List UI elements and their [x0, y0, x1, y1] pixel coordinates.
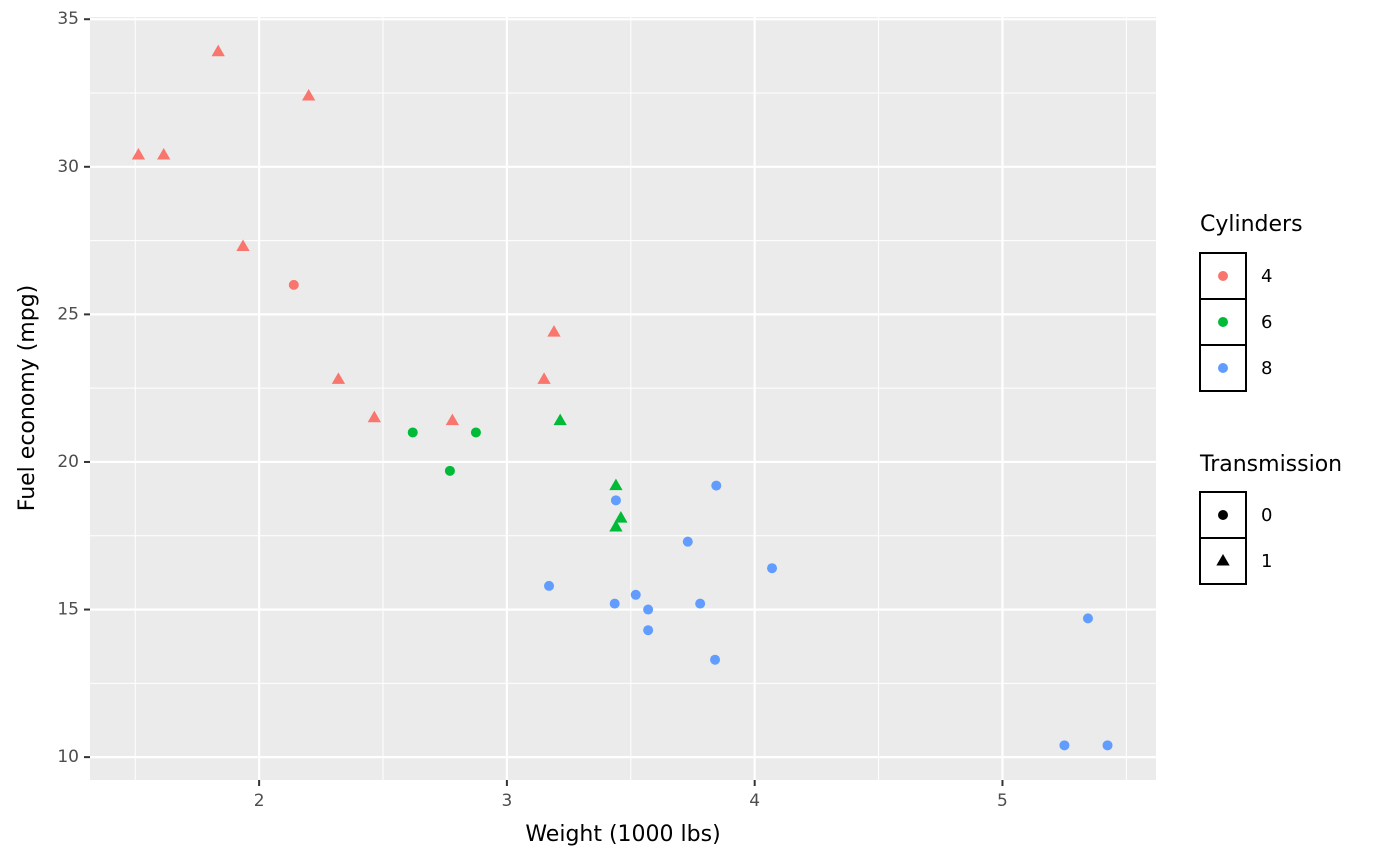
- legend-label: 1: [1261, 551, 1272, 572]
- y-tick-label: 35: [57, 9, 79, 29]
- legend-swatch: [1218, 271, 1228, 281]
- point: [470, 427, 481, 438]
- point: [288, 279, 299, 290]
- legend-swatch: [1218, 317, 1228, 327]
- point: [767, 563, 778, 574]
- point: [537, 372, 551, 384]
- point: [609, 478, 623, 491]
- y-tick-label: 10: [57, 747, 79, 767]
- legend-label: 0: [1261, 505, 1272, 526]
- legend-title: Cylinders: [1200, 212, 1303, 237]
- y-tick-label: 20: [57, 452, 79, 472]
- point: [302, 88, 316, 101]
- point: [236, 239, 250, 252]
- point: [643, 604, 654, 615]
- x-tick-label: 5: [997, 791, 1008, 811]
- legend-label: 4: [1261, 266, 1272, 287]
- panel: [90, 17, 1156, 780]
- point: [1059, 740, 1070, 751]
- point: [367, 410, 381, 423]
- point: [444, 465, 455, 476]
- point: [614, 511, 628, 523]
- point: [609, 598, 620, 609]
- x-tick-label: 3: [501, 791, 512, 811]
- legend-label: 6: [1261, 312, 1272, 333]
- point: [1082, 613, 1093, 624]
- point: [407, 427, 418, 438]
- legend-swatch: [1216, 554, 1230, 566]
- point: [331, 372, 346, 384]
- legend-swatch: [1218, 510, 1228, 520]
- x-tick-label: 2: [254, 791, 265, 811]
- point: [544, 580, 555, 591]
- y-tick-label: 30: [57, 157, 79, 177]
- point: [710, 654, 721, 665]
- point: [1102, 740, 1113, 751]
- y-tick-label: 15: [57, 600, 79, 620]
- y-tick-label: 25: [57, 304, 79, 324]
- point: [445, 413, 460, 426]
- point: [609, 519, 623, 532]
- point: [711, 480, 722, 491]
- point: [547, 325, 561, 337]
- x-tick-label: 4: [749, 791, 760, 811]
- point: [157, 147, 171, 160]
- x-axis-title: Weight (1000 lbs): [525, 822, 720, 847]
- point: [643, 625, 654, 636]
- legend-label: 8: [1261, 358, 1272, 379]
- point: [553, 413, 567, 426]
- point: [630, 589, 641, 600]
- point: [682, 536, 693, 547]
- legend-title: Transmission: [1199, 452, 1342, 477]
- point: [131, 147, 146, 160]
- y-axis-title: Fuel economy (mpg): [15, 285, 40, 512]
- point: [211, 44, 225, 57]
- legend-swatch: [1218, 363, 1228, 373]
- point: [695, 598, 706, 609]
- point: [610, 495, 621, 506]
